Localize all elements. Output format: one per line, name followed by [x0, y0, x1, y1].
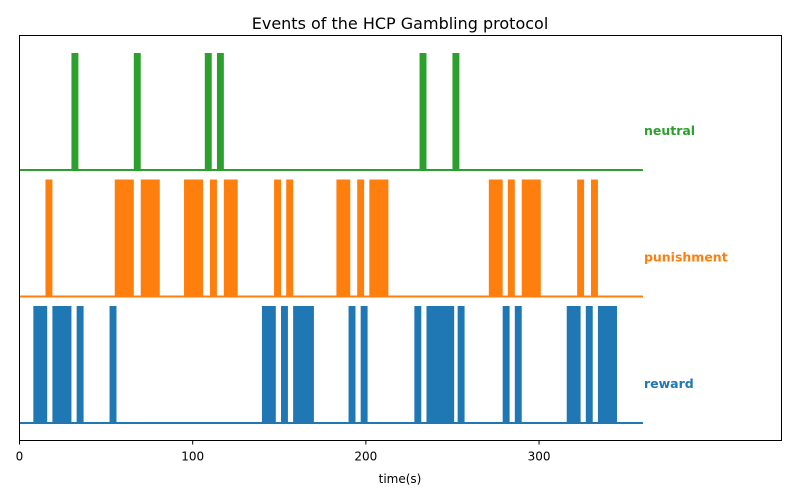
reward-event-17 [597, 306, 617, 423]
reward-label: reward [644, 376, 694, 391]
reward-event-5 [261, 306, 276, 423]
series-reward: reward [19, 306, 694, 424]
punishment-label: punishment [644, 250, 728, 265]
x-axis: 0 100 200 300 [16, 440, 551, 464]
punishment-event-2 [114, 179, 134, 297]
x-tick-label-0: 0 [16, 450, 24, 464]
reward-event-11 [426, 306, 455, 423]
punishment-event-15 [577, 179, 585, 297]
neutral-event-5 [419, 53, 427, 170]
reward-event-3 [76, 306, 84, 423]
punishment-event-9 [336, 179, 351, 297]
plot-area: neutral punishment reward [19, 53, 728, 424]
reward-event-9 [360, 306, 368, 423]
punishment-event-6 [223, 179, 238, 297]
reward-event-16 [585, 306, 593, 423]
punishment-event-4 [184, 179, 204, 297]
neutral-event-4 [216, 53, 224, 170]
neutral-event-6 [452, 53, 460, 170]
punishment-event-14 [521, 179, 541, 297]
neutral-label: neutral [644, 123, 695, 138]
reward-event-1 [33, 306, 48, 423]
neutral-event-3 [204, 53, 212, 170]
reward-event-2 [52, 306, 72, 423]
x-tick-label-200: 200 [354, 450, 377, 464]
punishment-event-11 [369, 179, 389, 297]
plot-frame [19, 35, 782, 441]
reward-event-4 [109, 306, 117, 423]
punishment-event-16 [591, 179, 598, 297]
neutral-event-1 [71, 53, 79, 170]
punishment-event-3 [140, 179, 160, 297]
reward-event-15 [566, 306, 581, 423]
reward-event-13 [502, 306, 510, 423]
reward-event-10 [414, 306, 422, 423]
reward-event-7 [293, 306, 314, 423]
punishment-event-8 [286, 179, 294, 297]
reward-event-12 [457, 306, 465, 423]
punishment-event-5 [210, 179, 217, 297]
series-neutral: neutral [19, 53, 695, 171]
chart-title: Events of the HCP Gambling protocol [252, 14, 549, 33]
punishment-event-12 [488, 179, 503, 297]
neutral-event-2 [133, 53, 141, 170]
punishment-event-1 [45, 179, 53, 297]
series-punishment: punishment [19, 179, 728, 298]
reward-event-14 [514, 306, 522, 423]
x-axis-label: time(s) [379, 472, 422, 486]
reward-event-8 [348, 306, 356, 423]
x-tick-label-300: 300 [528, 450, 551, 464]
reward-event-6 [281, 306, 288, 423]
punishment-event-10 [357, 179, 365, 297]
punishment-event-7 [274, 179, 282, 297]
punishment-event-13 [507, 179, 515, 297]
x-tick-label-100: 100 [181, 450, 204, 464]
